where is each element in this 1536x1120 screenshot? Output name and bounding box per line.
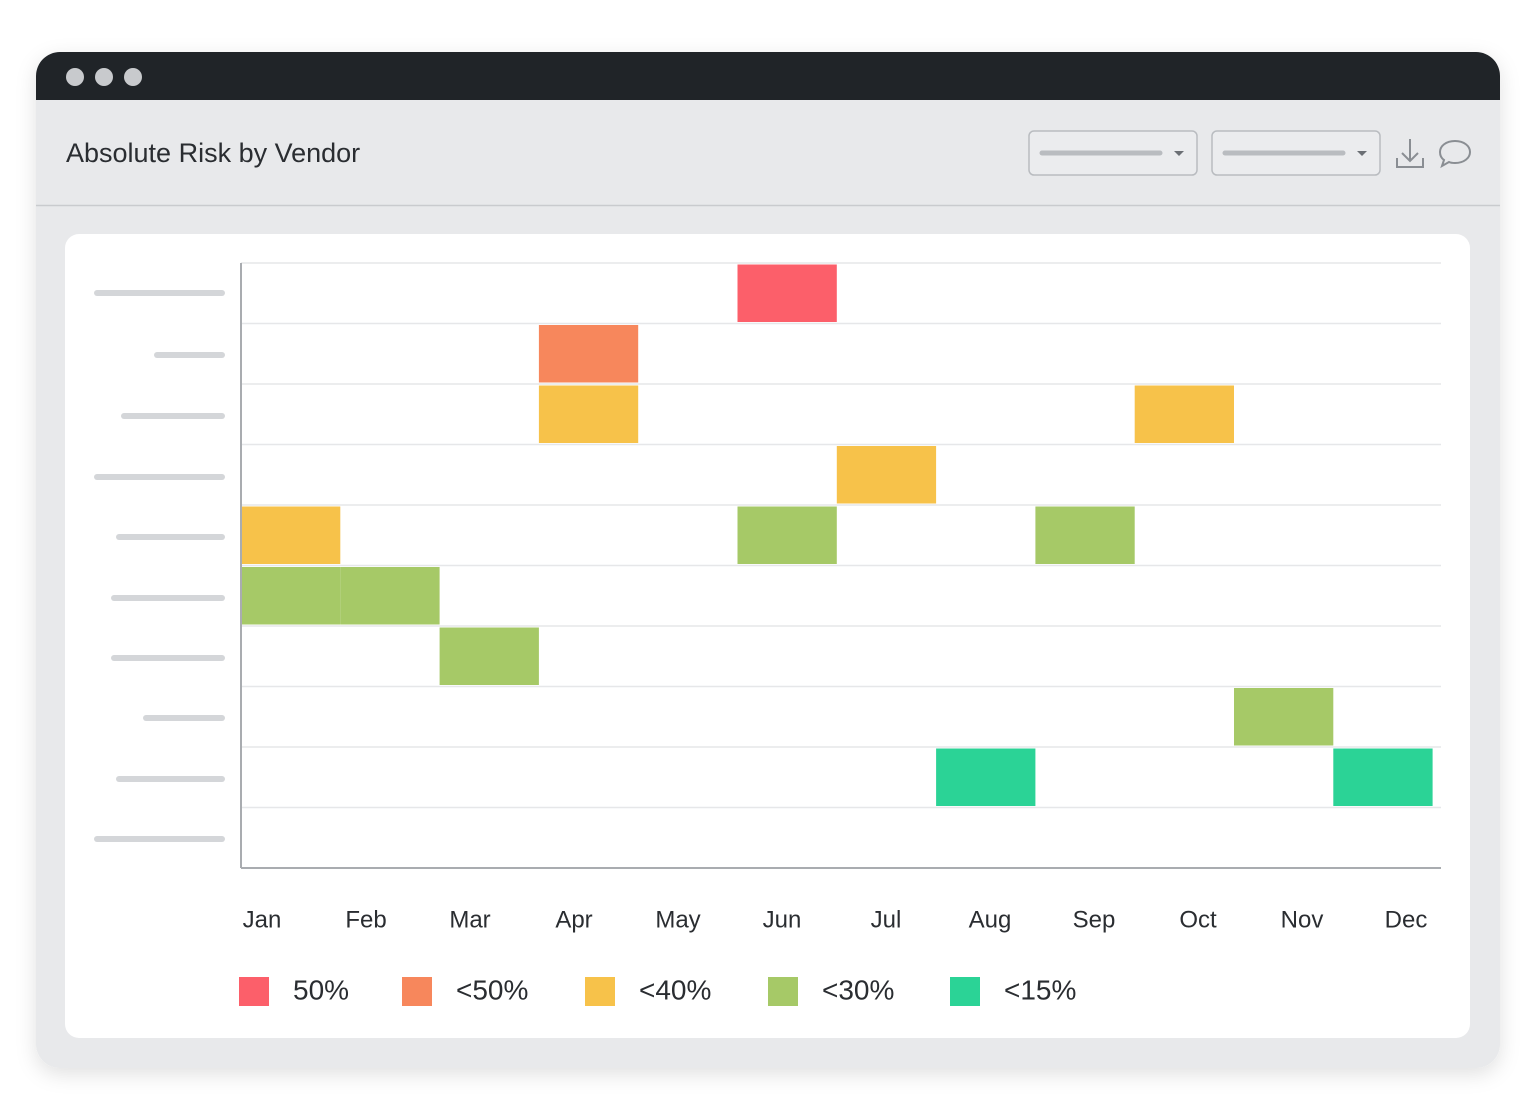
page-title: Absolute Risk by Vendor [66,138,360,168]
legend-swatch [768,977,798,1006]
heatmap-cell [241,506,341,564]
x-tick-label: Aug [969,906,1012,933]
x-tick-label: Sep [1073,906,1116,933]
heatmap-cell [737,506,837,564]
heatmap-cell [737,264,837,322]
heatmap-cell [538,325,639,383]
legend-label: <50% [456,974,528,1005]
x-tick-label: Dec [1385,906,1428,933]
legend-swatch [239,977,269,1006]
comment-icon[interactable] [1438,139,1472,169]
dropdown-caret [1357,151,1367,156]
x-tick-label: Apr [555,906,592,933]
legend-label: 50% [293,974,349,1005]
legend-swatch [402,977,432,1006]
legend-label: <40% [639,974,711,1005]
title-bar [36,52,1500,100]
heatmap-cell [340,567,440,625]
legend-label: <15% [1004,974,1076,1005]
x-tick-label: Jan [243,906,282,933]
heatmap-cell [936,748,1036,806]
heatmap-cell [1134,385,1234,443]
x-tick-label: Jun [763,906,802,933]
dropdown[interactable] [1211,130,1381,176]
legend-swatch [950,977,980,1006]
window-dot[interactable] [66,68,84,86]
dropdown[interactable] [1028,130,1198,176]
plot: Jan Feb Mar Apr May Jun Jul Aug Sep Oct Nov Dec 50% <… [239,262,1441,1006]
window-dot[interactable] [95,68,113,86]
heatmap-cell [1333,748,1433,806]
legend-label: <30% [822,974,894,1005]
chart-card [65,234,1470,1038]
x-tick-label: Oct [1179,906,1217,933]
heatmap-cell [1234,688,1334,746]
heatmap-cell [836,446,937,504]
heatmap-cell [439,627,539,685]
dropdown-caret [1174,151,1184,156]
x-tick-label: Jul [871,906,902,933]
heatmap-cell [1035,506,1135,564]
heatmap-cell [241,567,341,625]
x-tick-label: Mar [449,906,490,933]
legend-swatch [585,977,615,1006]
x-tick-label: May [655,906,700,933]
row-label-placeholders [94,290,225,842]
x-tick-label: Nov [1281,906,1324,933]
download-icon[interactable] [1396,139,1424,168]
x-tick-label: Feb [345,906,386,933]
heatmap-cell [538,385,639,443]
window-dot[interactable] [124,68,142,86]
